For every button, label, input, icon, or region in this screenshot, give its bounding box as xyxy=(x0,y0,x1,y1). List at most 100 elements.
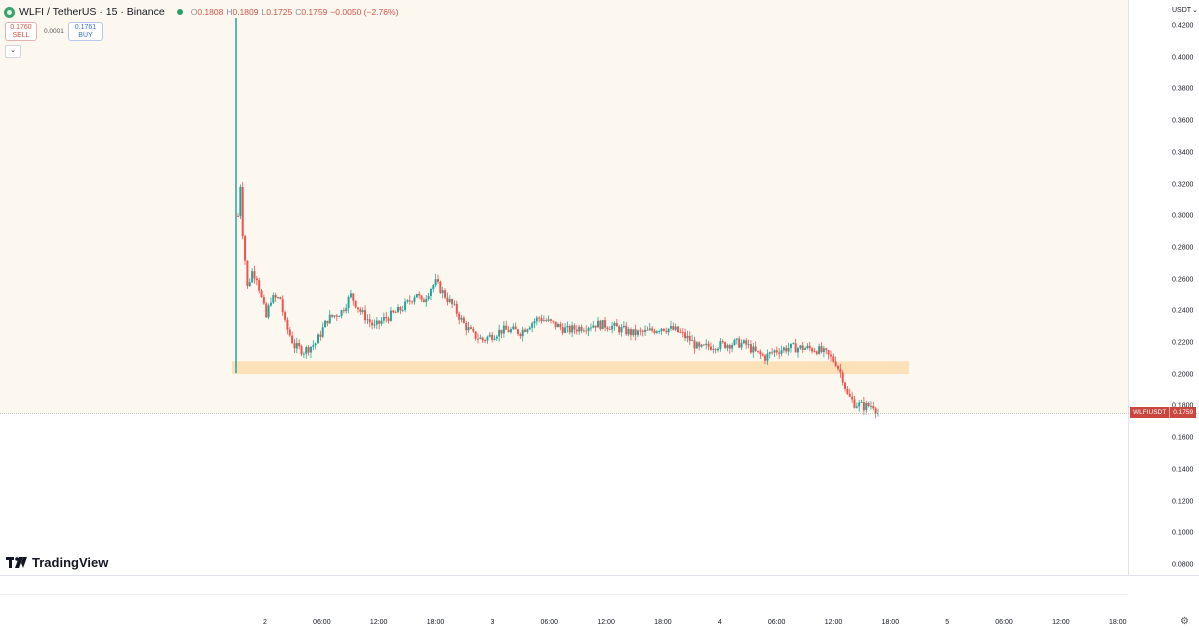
candle xyxy=(667,328,670,336)
candle xyxy=(422,297,425,303)
price-tick-label: 0.2200 xyxy=(1172,339,1194,347)
candle xyxy=(253,265,256,284)
time-tick-label: 2 xyxy=(263,619,267,626)
candle xyxy=(333,315,336,319)
ohlc-value: 0.1808 xyxy=(197,7,224,17)
time-axis[interactable] xyxy=(0,612,1128,630)
candle xyxy=(587,326,590,337)
candle xyxy=(848,388,851,398)
buy-button[interactable]: 0.1761 BUY xyxy=(68,22,103,41)
candle xyxy=(547,315,550,323)
tradingview-logo[interactable]: TradingView xyxy=(6,555,108,570)
candle xyxy=(349,289,352,299)
candle xyxy=(394,310,397,314)
ohlc-item: −0.0050 (−2.76%) xyxy=(330,7,398,17)
candle xyxy=(775,346,778,356)
candle xyxy=(582,327,585,333)
collapse-legend-button[interactable]: ⌄ xyxy=(5,45,21,58)
candle xyxy=(342,307,345,314)
candle xyxy=(484,338,487,344)
candle xyxy=(387,316,390,324)
candle xyxy=(733,338,736,346)
price-tick-label: 0.1200 xyxy=(1172,498,1194,506)
price-axis[interactable] xyxy=(1128,0,1199,575)
ohlc-value: −0.0050 (−2.76%) xyxy=(330,7,399,17)
price-tick-label: 0.2400 xyxy=(1172,307,1194,315)
candle xyxy=(589,323,592,332)
symbol-title[interactable]: WLFI / TetherUS · 15 · Binance xyxy=(19,6,165,18)
price-tag-symbol: WLFIUSDT xyxy=(1130,407,1171,418)
candle xyxy=(446,292,449,306)
chevron-down-icon[interactable]: ⌄ xyxy=(1192,7,1198,14)
candle xyxy=(331,314,334,319)
candle xyxy=(373,319,376,329)
candle xyxy=(832,353,835,363)
chart-pane[interactable] xyxy=(0,0,1128,575)
market-status-icon[interactable] xyxy=(176,9,183,15)
candle xyxy=(665,327,668,334)
candle xyxy=(260,288,263,298)
time-tick-label: 12:00 xyxy=(597,619,615,626)
ohlc-value: 0.1809 xyxy=(232,7,259,17)
candle xyxy=(799,344,802,350)
candle xyxy=(246,260,249,289)
candle xyxy=(512,323,515,330)
candle xyxy=(277,296,279,299)
candle xyxy=(674,323,677,332)
price-unit-label[interactable]: USDT xyxy=(1172,7,1192,14)
candle xyxy=(594,325,597,332)
candle xyxy=(359,307,362,315)
candle xyxy=(514,322,517,330)
candle xyxy=(860,399,863,404)
candle xyxy=(460,314,463,323)
candle xyxy=(321,322,324,339)
candle xyxy=(639,327,642,336)
candle xyxy=(533,318,536,329)
candle xyxy=(345,303,348,314)
price-tick-label: 0.4200 xyxy=(1172,22,1194,30)
candle xyxy=(507,326,510,333)
candle xyxy=(469,324,472,330)
candle xyxy=(474,331,477,341)
candle xyxy=(255,275,258,286)
candle xyxy=(815,350,818,356)
gear-icon[interactable]: ⚙ xyxy=(1180,616,1189,627)
time-tick-label: 4 xyxy=(717,619,722,626)
candle xyxy=(521,326,524,342)
candle xyxy=(340,309,343,319)
candle xyxy=(693,336,696,354)
candle xyxy=(500,329,503,339)
candle xyxy=(672,322,675,331)
candle xyxy=(517,328,519,336)
time-tick-label: 18:00 xyxy=(1108,619,1127,626)
time-tick-label: 06:00 xyxy=(995,619,1013,626)
candle xyxy=(262,294,265,305)
support-zone[interactable] xyxy=(232,361,909,374)
candle xyxy=(335,313,338,321)
sell-button[interactable]: 0.1760 SELL xyxy=(5,22,37,41)
candle xyxy=(686,330,689,343)
candle xyxy=(839,363,842,378)
candle xyxy=(324,319,327,328)
candle xyxy=(566,321,569,333)
candle xyxy=(382,312,385,324)
candle xyxy=(401,305,404,313)
ohlc-item: L0.1725 xyxy=(261,7,292,17)
candle xyxy=(865,400,868,415)
candle xyxy=(653,328,656,335)
candle xyxy=(698,340,701,351)
candle xyxy=(488,332,491,338)
candle xyxy=(425,295,428,307)
candle xyxy=(397,304,399,313)
candle xyxy=(265,301,268,319)
candle xyxy=(844,381,847,392)
time-tick-label: 06:00 xyxy=(313,619,331,626)
candle xyxy=(721,339,724,344)
candle xyxy=(309,346,312,359)
candle xyxy=(719,338,722,352)
time-tick-label: 06:00 xyxy=(767,619,786,626)
candle xyxy=(415,293,418,298)
candle xyxy=(841,370,844,386)
candlestick-chart[interactable] xyxy=(0,0,1128,575)
candle xyxy=(378,320,381,330)
